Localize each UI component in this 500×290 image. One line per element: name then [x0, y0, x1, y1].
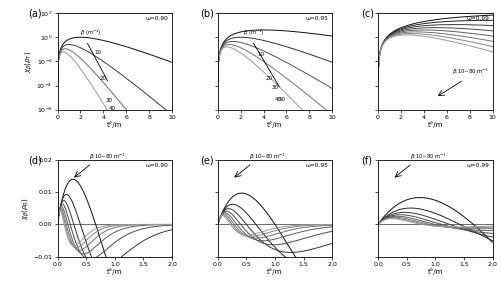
Text: (a): (a): [28, 8, 42, 18]
Text: ω=0.90: ω=0.90: [146, 163, 169, 168]
Text: (e): (e): [200, 155, 214, 165]
Text: 20: 20: [100, 76, 107, 81]
Text: (c): (c): [361, 8, 374, 18]
X-axis label: t°/m: t°/m: [428, 268, 443, 275]
Y-axis label: $\chi_\beta(\rho_T)$: $\chi_\beta(\rho_T)$: [24, 50, 35, 72]
Text: 30: 30: [106, 98, 112, 104]
Text: (f): (f): [361, 155, 372, 165]
X-axis label: t°/m: t°/m: [428, 121, 443, 128]
Text: ω=0.90: ω=0.90: [146, 16, 169, 21]
Text: ω=0.99: ω=0.99: [466, 16, 489, 21]
Text: (d): (d): [28, 155, 42, 165]
Text: ω=0.95: ω=0.95: [306, 163, 329, 168]
Text: ω=0.99: ω=0.99: [466, 163, 489, 168]
X-axis label: t°/m: t°/m: [268, 268, 282, 275]
Text: 10: 10: [258, 52, 265, 57]
Text: $\beta$:10~80 m$^{-1}$: $\beta$:10~80 m$^{-1}$: [410, 151, 447, 162]
Text: $\beta$:10~80 m$^{-1}$: $\beta$:10~80 m$^{-1}$: [452, 67, 490, 77]
Text: 30: 30: [272, 85, 278, 90]
X-axis label: t°/m: t°/m: [107, 121, 122, 128]
Text: ω=0.95: ω=0.95: [306, 16, 329, 21]
Text: 50: 50: [278, 97, 285, 102]
X-axis label: t°/m: t°/m: [268, 121, 282, 128]
Text: $\beta$ (m$^{-1}$): $\beta$ (m$^{-1}$): [80, 28, 102, 38]
Text: $\beta$ (m$^{-1}$): $\beta$ (m$^{-1}$): [243, 28, 264, 38]
Text: 40: 40: [109, 106, 116, 111]
X-axis label: t°/m: t°/m: [107, 268, 122, 275]
Text: $\beta$:10~80 m$^{-1}$: $\beta$:10~80 m$^{-1}$: [89, 151, 126, 162]
Text: 40: 40: [275, 97, 282, 102]
Text: $\beta$:10~80 m$^{-1}$: $\beta$:10~80 m$^{-1}$: [249, 151, 286, 162]
Text: 10: 10: [94, 50, 101, 55]
Y-axis label: $\chi_\beta(\rho_R)$: $\chi_\beta(\rho_R)$: [21, 197, 32, 220]
Text: 20: 20: [266, 76, 273, 81]
Text: (b): (b): [200, 8, 214, 18]
